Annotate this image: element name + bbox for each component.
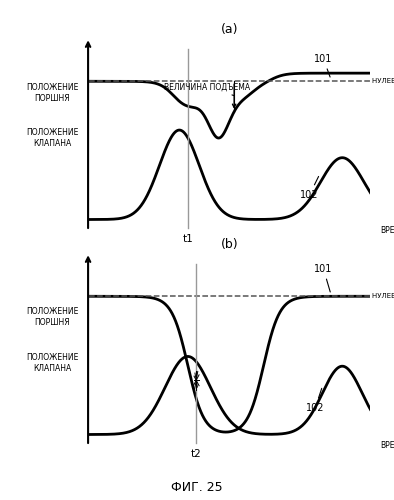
Text: (b): (b)	[221, 238, 239, 251]
Text: (a): (a)	[221, 23, 239, 36]
Text: ПОЛОЖЕНИЕ
ПОРШНЯ: ПОЛОЖЕНИЕ ПОРШНЯ	[26, 82, 78, 102]
Text: 102: 102	[300, 176, 319, 200]
Text: ВЕЛИЧИНА ПОДЪЕМА: ВЕЛИЧИНА ПОДЪЕМА	[164, 82, 250, 96]
Text: НУЛЕВОЙ ПОДЪЕМ: НУЛЕВОЙ ПОДЪЕМ	[372, 76, 394, 84]
Text: ВРЕМЯ: ВРЕМЯ	[380, 442, 394, 450]
Text: t2: t2	[191, 449, 202, 459]
Text: 101: 101	[314, 264, 333, 292]
Text: 101: 101	[314, 54, 333, 77]
Text: ПОЛОЖЕНИЕ
КЛАПАНА: ПОЛОЖЕНИЕ КЛАПАНА	[26, 353, 78, 373]
Text: ПОЛОЖЕНИЕ
ПОРШНЯ: ПОЛОЖЕНИЕ ПОРШНЯ	[26, 308, 78, 328]
Text: 102: 102	[306, 388, 324, 413]
Text: t1: t1	[182, 234, 193, 244]
Text: ФИГ. 25: ФИГ. 25	[171, 481, 223, 494]
Text: ВРЕМЯ: ВРЕМЯ	[380, 226, 394, 235]
Text: ПОЛОЖЕНИЕ
КЛАПАНА: ПОЛОЖЕНИЕ КЛАПАНА	[26, 128, 78, 148]
Text: НУЛЕВОЙ ПОДЪЕМ: НУЛЕВОЙ ПОДЪЕМ	[372, 290, 394, 298]
